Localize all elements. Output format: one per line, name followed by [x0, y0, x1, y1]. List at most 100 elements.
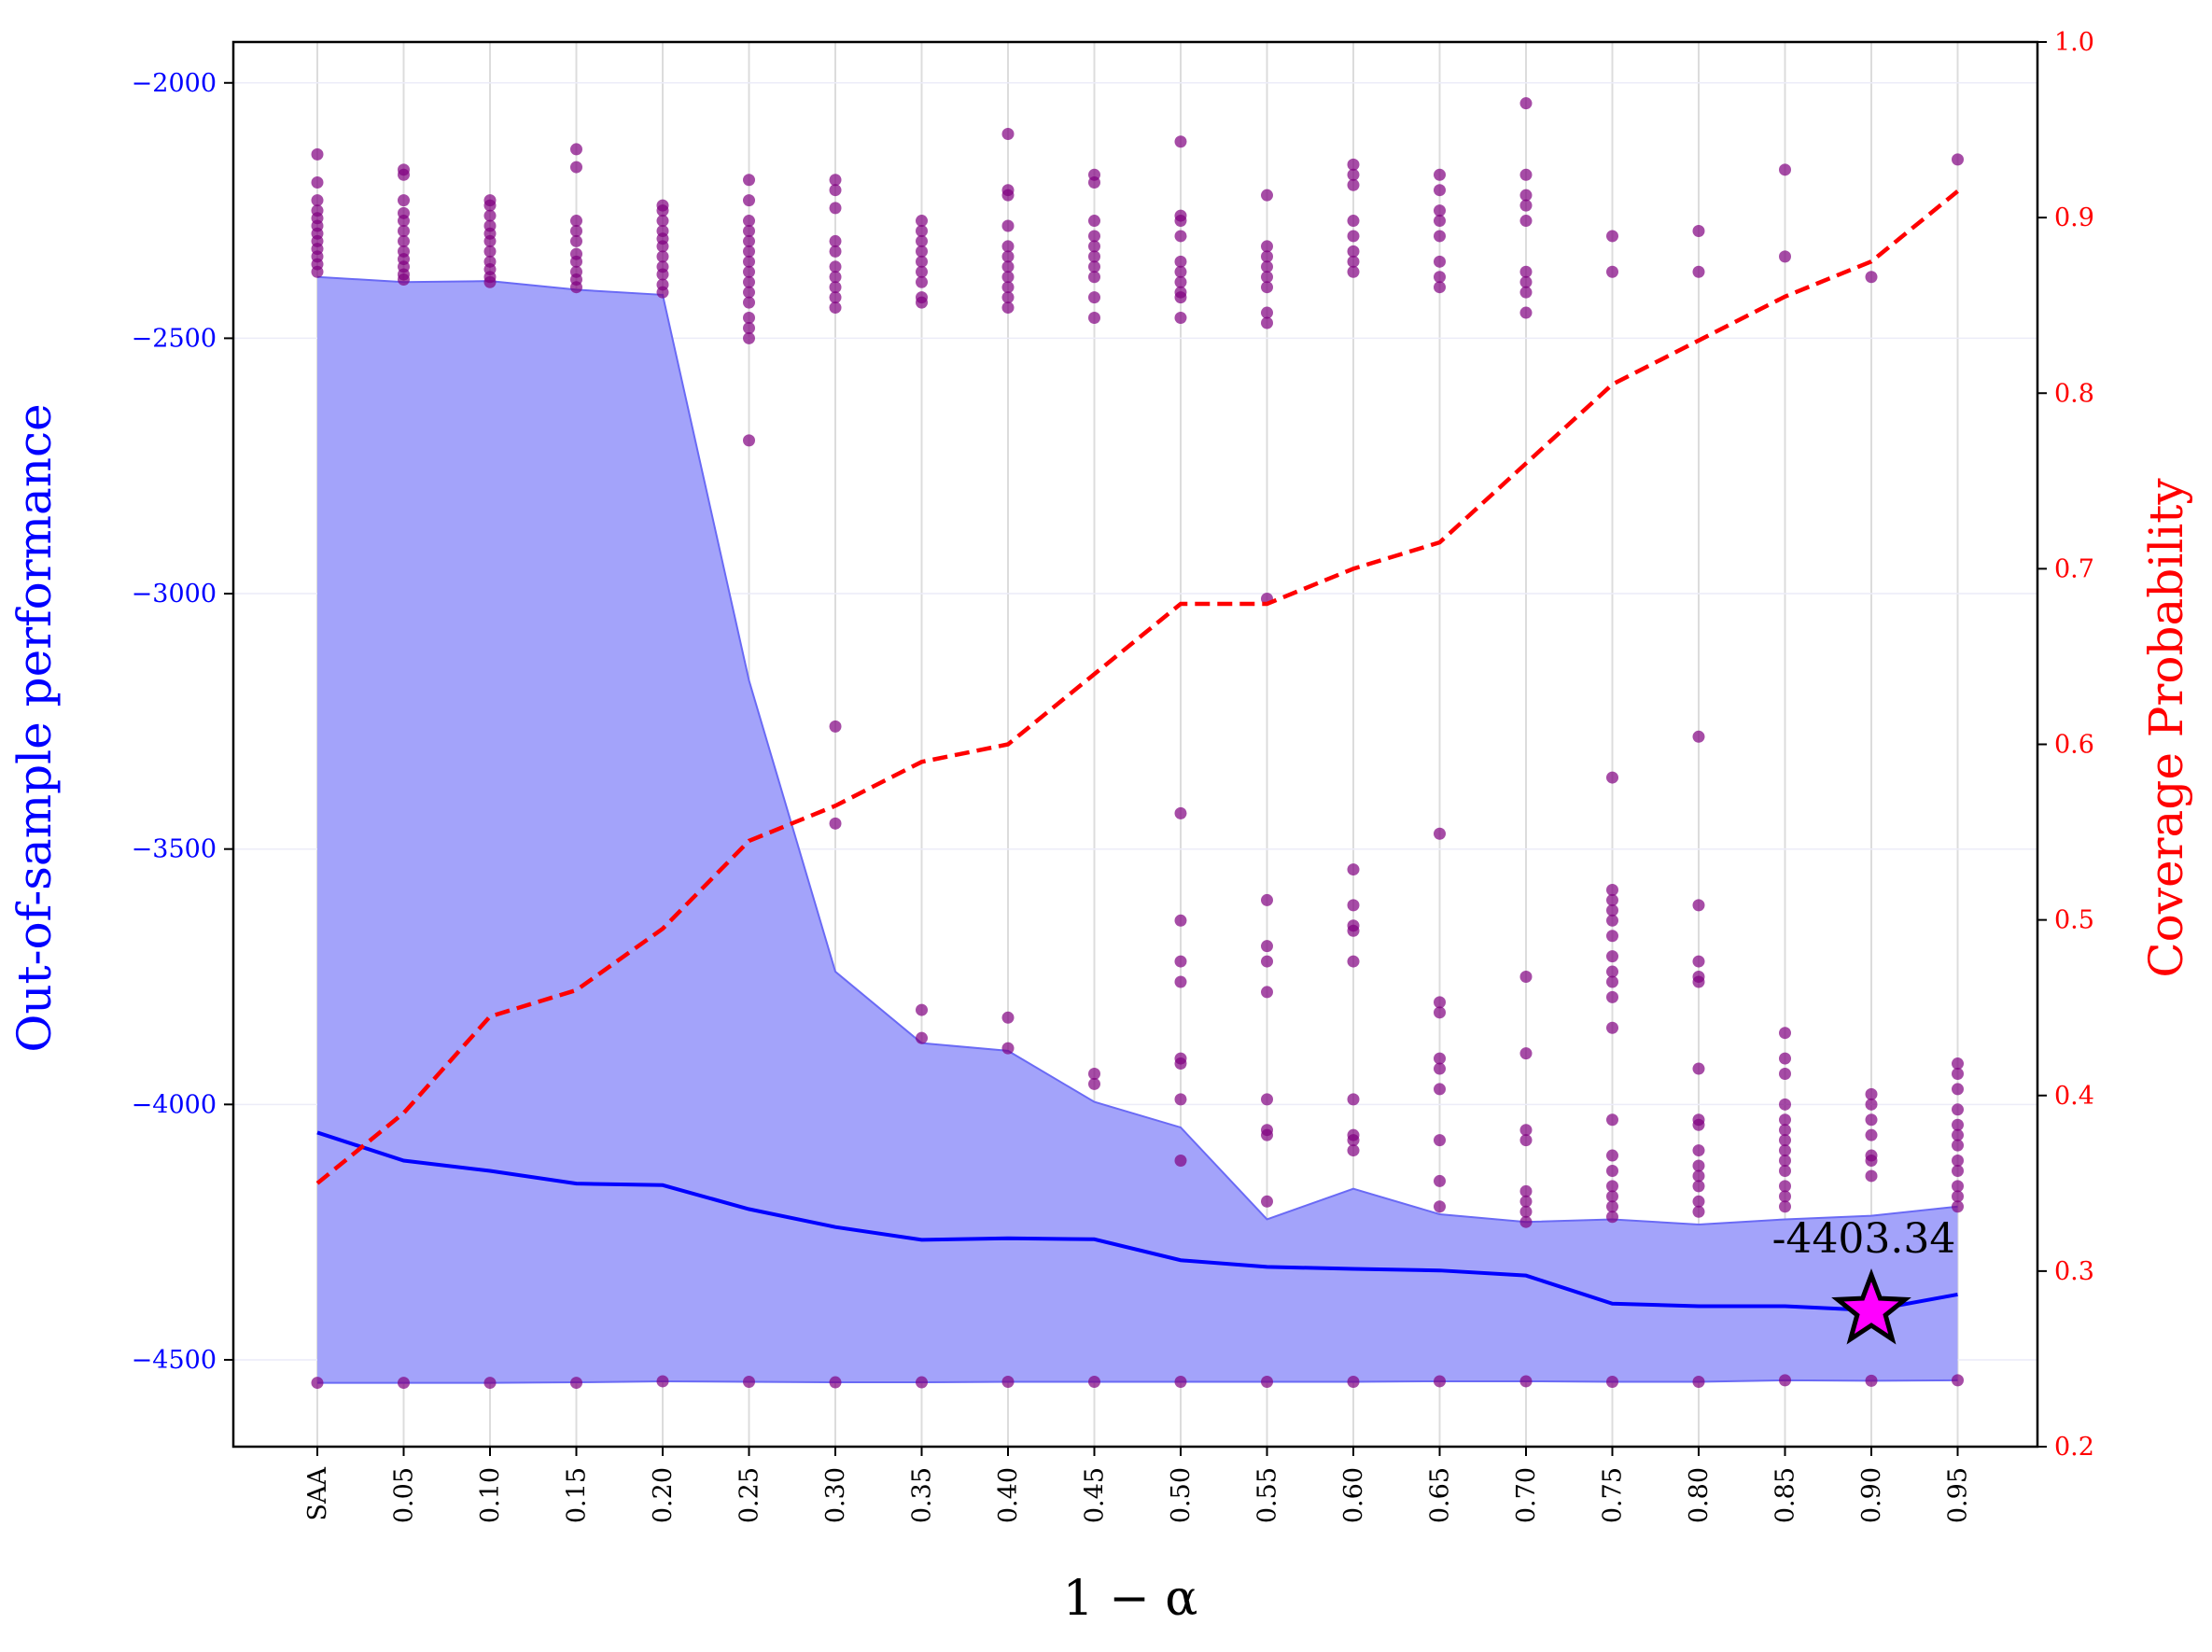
scatter-point — [1519, 265, 1533, 278]
scatter-point — [1347, 1375, 1360, 1388]
scatter-point — [916, 234, 928, 247]
scatter-point — [1088, 250, 1100, 263]
y-right-tick-label: 0.3 — [2054, 1257, 2094, 1286]
scatter-point — [1865, 1169, 1878, 1183]
x-tick-label: 0.90 — [1857, 1467, 1886, 1523]
scatter-point — [916, 245, 928, 258]
scatter-point — [1692, 899, 1705, 912]
scatter-point — [1692, 1205, 1705, 1218]
scatter-point — [1779, 1098, 1791, 1111]
scatter-point — [1519, 1215, 1533, 1228]
scatter-point — [1001, 271, 1015, 284]
scatter-point — [1174, 1155, 1187, 1168]
scatter-point — [829, 174, 842, 187]
scatter-point — [1779, 1374, 1791, 1387]
scatter-point — [1347, 255, 1360, 268]
scatter-point — [1261, 940, 1273, 953]
scatter-point — [483, 234, 497, 247]
scatter-point — [1001, 1011, 1015, 1024]
x-tick-label: 0.55 — [1253, 1467, 1282, 1523]
scatter-point — [1606, 903, 1618, 917]
scatter-point — [1606, 965, 1618, 978]
scatter-point — [743, 286, 755, 299]
scatter-point — [1174, 135, 1187, 148]
scatter-point — [1519, 189, 1533, 202]
scatter-point — [1952, 1103, 1964, 1116]
scatter-point — [570, 281, 582, 294]
scatter-point — [1261, 986, 1273, 999]
scatter-point — [398, 1377, 410, 1390]
scatter-point — [1434, 1083, 1446, 1096]
scatter-point — [1865, 1113, 1878, 1127]
scatter-point — [1434, 1200, 1446, 1213]
x-tick-label: 0.50 — [1167, 1467, 1196, 1523]
scatter-point — [1952, 1200, 1964, 1213]
scatter-point — [1347, 924, 1360, 937]
scatter-point — [1952, 1180, 1964, 1193]
scatter-point — [1779, 1067, 1791, 1080]
scatter-point — [916, 1376, 928, 1389]
scatter-point — [1779, 1052, 1791, 1065]
scatter-point — [570, 234, 582, 247]
scatter-point — [1865, 1128, 1878, 1141]
scatter-point — [743, 234, 755, 247]
best-point-star — [1831, 1267, 1911, 1345]
scatter-point — [916, 275, 928, 288]
scatter-point — [1261, 281, 1273, 294]
scatter-point — [570, 161, 582, 174]
scatter-point — [1088, 260, 1100, 273]
scatter-point — [1519, 1184, 1533, 1197]
scatter-point — [1347, 1093, 1360, 1106]
scatter-point — [1347, 168, 1360, 181]
scatter-point — [1434, 1052, 1446, 1065]
scatter-point — [570, 143, 582, 156]
scatter-point — [1261, 250, 1273, 263]
x-tick-label: 0.35 — [908, 1467, 937, 1523]
scatter-point — [1519, 168, 1533, 181]
scatter-point — [311, 1377, 324, 1390]
scatter-point — [916, 255, 928, 268]
scatter-point — [1606, 771, 1618, 784]
scatter-point — [398, 273, 410, 286]
scatter-point — [1606, 914, 1618, 927]
scatter-point — [743, 275, 755, 288]
scatter-point — [1692, 1062, 1705, 1075]
scatter-point — [1952, 1083, 1964, 1096]
scatter-point — [743, 265, 755, 278]
scatter-point — [1347, 955, 1360, 968]
scatter-point — [398, 194, 410, 207]
scatter-points — [311, 97, 1964, 1390]
scatter-point — [1606, 883, 1618, 896]
scatter-point — [1088, 271, 1100, 284]
x-tick-label: SAA — [303, 1467, 332, 1521]
scatter-point — [743, 331, 755, 344]
scatter-point — [1434, 184, 1446, 197]
scatter-point — [1519, 286, 1533, 299]
y-right-tick-label: 0.7 — [2054, 554, 2094, 583]
scatter-point — [1174, 230, 1187, 243]
scatter-point — [1088, 291, 1100, 304]
mean-performance-line — [316, 1130, 1958, 1312]
scatter-point — [1001, 260, 1015, 273]
scatter-point — [1692, 1375, 1705, 1388]
y-axis-right-label: Coverage Probability — [2139, 478, 2193, 978]
scatter-point — [656, 204, 669, 217]
scatter-point — [1606, 230, 1618, 243]
performance-band-upper-edge — [316, 275, 1958, 1225]
scatter-point — [1519, 97, 1533, 110]
scatter-point — [1261, 893, 1273, 906]
scatter-point — [1434, 168, 1446, 181]
scatter-point — [743, 224, 755, 237]
scatter-point — [1001, 219, 1015, 232]
scatter-point — [1779, 1124, 1791, 1137]
scatter-point — [1692, 1195, 1705, 1208]
scatter-point — [398, 215, 410, 228]
scatter-point — [1779, 1134, 1791, 1147]
x-tick-label: 0.25 — [735, 1467, 764, 1523]
x-tick-label: 0.60 — [1339, 1467, 1368, 1523]
scatter-point — [1952, 1128, 1964, 1141]
axes: −4500−4000−3500−3000−2500−20000.20.30.40… — [132, 28, 2094, 1523]
scatter-point — [1519, 306, 1533, 319]
scatter-point — [311, 265, 324, 278]
